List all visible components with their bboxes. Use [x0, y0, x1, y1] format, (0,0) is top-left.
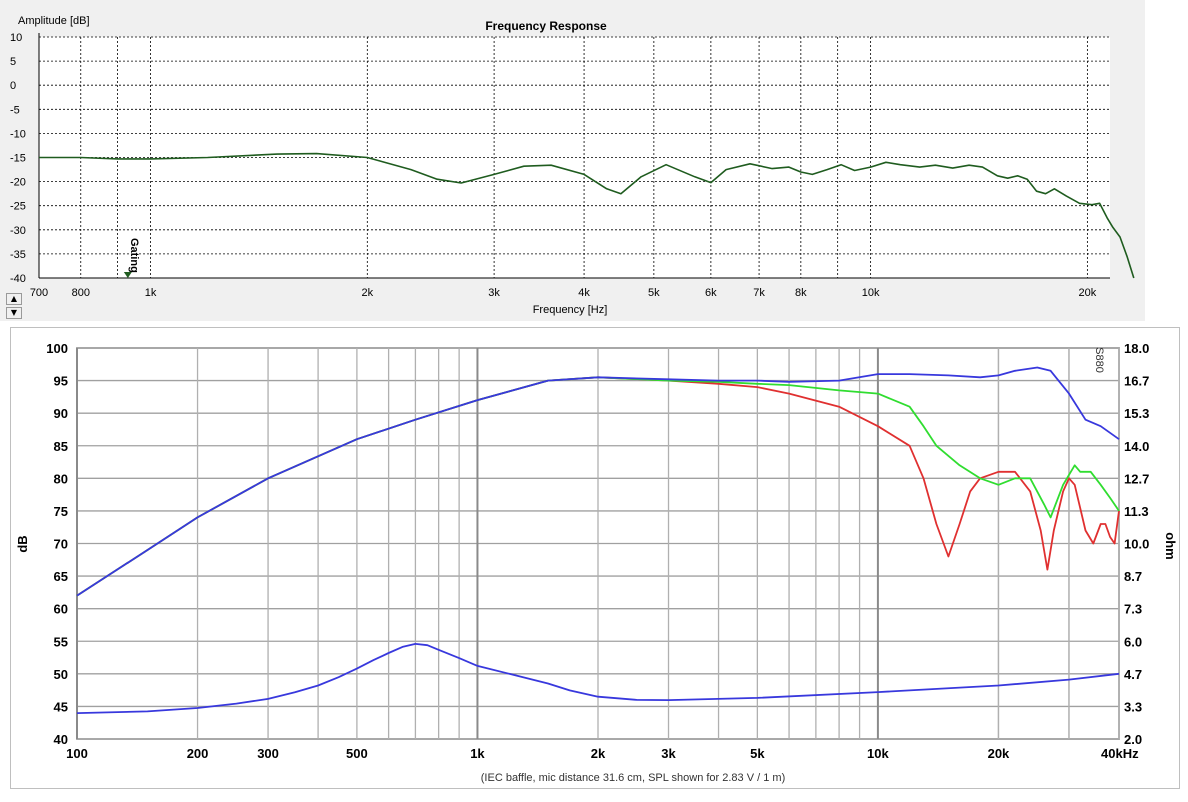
x-tick-label: 6k [705, 287, 717, 299]
top-chart-title: Frequency Response [485, 19, 607, 33]
model-mark: S880 [1093, 347, 1105, 373]
y-tick-label: 10 [10, 32, 22, 44]
bottom-y-ticks: 100 95 90 85 80 75 70 65 60 55 50 45 40 [46, 341, 68, 747]
top-x-axis-label: Frequency [Hz] [533, 304, 608, 316]
y-tick-label-right: 14.0 [1124, 439, 1149, 454]
x-tick-label: 1k [470, 746, 485, 761]
y-tick-label-right: 7.3 [1124, 602, 1142, 617]
y-tick-label-right: 6.0 [1124, 634, 1142, 649]
y-tick-label: 75 [54, 504, 68, 519]
y-tick-label: -40 [10, 273, 26, 285]
bottom-chart-svg: 100 95 90 85 80 75 70 65 60 55 50 45 40 18.0 16.7 15.3… [15, 341, 1178, 784]
y-tick-label-right: 2.0 [1124, 732, 1142, 747]
bottom-y-ticks-right: 18.0 16.7 15.3 14.0 12.7 11.3 10.0 8.7 7.3 6.0 4.7… [1124, 341, 1149, 747]
bottom-chart-panel: 100 95 90 85 80 75 70 65 60 55 50 45 40 18.0 16.7 15.3… [10, 327, 1180, 789]
y-tick-label: 90 [54, 406, 68, 421]
y-tick-label: -5 [10, 104, 20, 116]
scroll-up-button[interactable]: ▲ [6, 293, 22, 305]
x-tick-label: 100 [66, 746, 88, 761]
x-tick-label: 1k [145, 287, 157, 299]
bottom-series [76, 366, 1120, 714]
y-tick-label: -15 [10, 153, 26, 165]
y-tick-label-right: 18.0 [1124, 341, 1149, 356]
y-tick-label: 60 [54, 602, 68, 617]
x-tick-label: 5k [648, 287, 660, 299]
gating-marker[interactable]: Gating [123, 238, 140, 278]
top-grid [38, 33, 1110, 279]
top-y-ticks: 10 5 0 -5 -10 -15 -20 -25 -30 -35 -40 [10, 32, 26, 285]
gating-arrow [123, 272, 132, 278]
x-tick-label: 3k [661, 746, 676, 761]
y-tick-label: -30 [10, 225, 26, 237]
scroll-down-button[interactable]: ▼ [6, 307, 22, 319]
x-tick-label: 20k [1079, 287, 1097, 299]
x-tick-label: 500 [346, 746, 368, 761]
y-tick-label: 95 [54, 374, 68, 389]
y-tick-label: 85 [54, 439, 68, 454]
x-tick-label: 5k [750, 746, 765, 761]
y-tick-label: 70 [54, 537, 68, 552]
top-chart-svg: 10 5 0 -5 -10 -15 -20 -25 -30 -35 -40 700 800 1k 2k 3k… [10, 15, 1135, 316]
x-tick-label: 200 [187, 746, 209, 761]
top-x-ticks: 700 800 1k 2k 3k 4k 5k 6k 7k 8k 10k 20k [30, 287, 1097, 299]
x-tick-label: 300 [257, 746, 279, 761]
y-tick-label-right: 11.3 [1124, 504, 1149, 519]
x-tick-label: 10k [867, 746, 889, 761]
y-tick-label: 50 [54, 667, 68, 682]
top-y-axis-label: Amplitude [dB] [18, 15, 90, 27]
bottom-x-ticks: 100 200 300 500 1k 2k 3k 5k 10k 20k 40kHz [66, 746, 1139, 761]
y-tick-label: -20 [10, 177, 26, 189]
y-tick-label: 65 [54, 569, 68, 584]
y-tick-label: 40 [54, 732, 68, 747]
x-tick-label: 2k [591, 746, 606, 761]
x-tick-label: 40kHz [1101, 746, 1139, 761]
top-chart-panel: 10 5 0 -5 -10 -15 -20 -25 -30 -35 -40 700 800 1k 2k 3k… [0, 0, 1145, 321]
y-tick-label: -35 [10, 249, 26, 261]
x-tick-label: 2k [361, 287, 373, 299]
y-tick-label: 45 [54, 699, 68, 714]
bottom-grid [76, 347, 1120, 740]
y-tick-label: 80 [54, 471, 68, 486]
y-tick-label: 0 [10, 80, 16, 92]
frequency-response-line [39, 152, 1135, 279]
y-tick-label-right: 16.7 [1124, 374, 1149, 389]
x-tick-label: 4k [578, 287, 590, 299]
y-tick-label-right: 3.3 [1124, 699, 1142, 714]
top-series [39, 152, 1135, 279]
impedance-line [76, 643, 1120, 714]
x-tick-label: 7k [753, 287, 765, 299]
x-tick-label: 8k [795, 287, 807, 299]
y-tick-label: -10 [10, 128, 26, 140]
y-tick-label-right: 8.7 [1124, 569, 1142, 584]
x-tick-label: 800 [72, 287, 90, 299]
bottom-x-axis-caption: (IEC baffle, mic distance 31.6 cm, SPL s… [481, 772, 785, 784]
y-tick-label-right: 12.7 [1124, 471, 1149, 486]
x-tick-label: 700 [30, 287, 48, 299]
x-tick-label: 10k [862, 287, 880, 299]
y-tick-label-right: 4.7 [1124, 667, 1142, 682]
y-tick-label-right: 10.0 [1124, 537, 1149, 552]
y-tick-label: 100 [46, 341, 68, 356]
y-tick-label: 5 [10, 56, 16, 68]
x-tick-label: 3k [488, 287, 500, 299]
gating-label: Gating [128, 238, 140, 273]
x-tick-label: 20k [988, 746, 1010, 761]
y-tick-label: 55 [54, 634, 68, 649]
y-tick-label-right: 15.3 [1124, 406, 1149, 421]
bottom-y-axis-label: dB [15, 535, 30, 552]
bottom-y-axis-label-right: ohm [1163, 532, 1178, 559]
spl-line-2 [76, 366, 1120, 597]
y-tick-label: -25 [10, 201, 26, 213]
